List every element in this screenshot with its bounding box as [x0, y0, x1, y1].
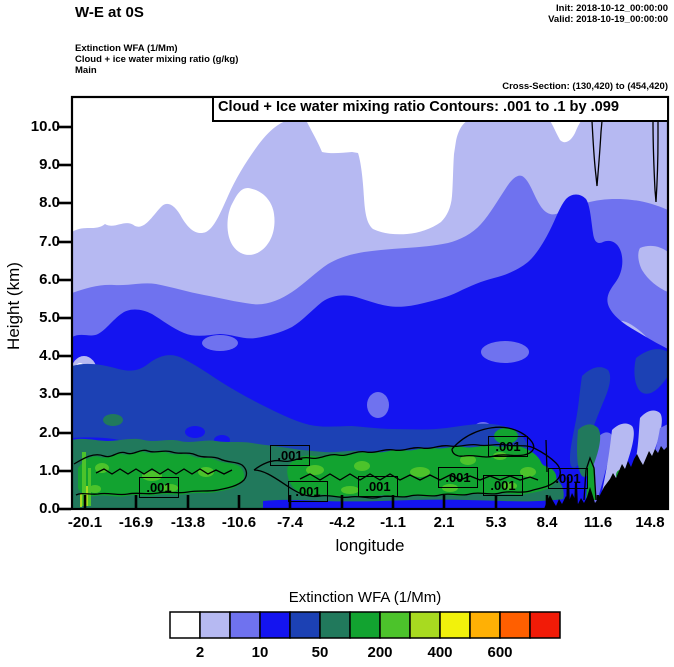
model-times: Init: 2018-10-12_00:00:00 Valid: 2018-10…: [548, 3, 668, 25]
fill-blue-pocket-1: [185, 426, 205, 438]
contour-label: .001: [270, 445, 310, 466]
page-title: W-E at 0S: [75, 4, 144, 21]
x-tick-marks: [83, 495, 652, 509]
cloud-contour-lines: [73, 120, 659, 501]
contour-fill-layers: [72, 97, 668, 509]
fill-periwinkle-pocket-1: [202, 335, 238, 351]
cross-section-info: Cross-Section: (130,420) to (454,420): [502, 81, 668, 92]
terrain-silhouette: [544, 446, 668, 509]
fill-yellow-green-slivers: [80, 486, 88, 507]
shaded-field-name: Extinction WFA (1/Mm): [75, 43, 178, 54]
y-tick-label: 1.0: [39, 462, 60, 479]
fill-white-hole: [227, 188, 275, 255]
x-tick-label: 14.8: [635, 514, 665, 531]
x-axis-title: longitude: [335, 536, 405, 555]
x-tick-label: 5.3: [485, 514, 507, 531]
y-tick-label: 0.0: [39, 500, 60, 517]
x-tick-label: 2.1: [433, 514, 455, 531]
colorbar-label: 200: [367, 644, 393, 661]
x-tick-label: 8.4: [536, 514, 558, 531]
x-tick-label: 11.6: [583, 514, 613, 531]
y-tick-marks: [57, 125, 71, 511]
y-tick-label: 9.0: [39, 156, 60, 173]
y-tick-label: 7.0: [39, 233, 60, 250]
contour-label: .001: [139, 477, 179, 498]
colorbar-label: 10: [251, 644, 269, 661]
x-tick-label: -13.8: [170, 514, 206, 531]
fill-bright-green-accents: [82, 452, 536, 506]
contour-label: .001: [438, 467, 478, 488]
contour-field-name: Cloud + ice water mixing ratio (g/kg): [75, 54, 239, 65]
y-tick-label: 5.0: [39, 309, 60, 326]
x-tick-label: -1.1: [380, 514, 406, 531]
valid-time: Valid: 2018-10-19_00:00:00: [548, 14, 668, 25]
x-tick-label: -10.6: [221, 514, 257, 531]
y-tick-label: 4.0: [39, 347, 60, 364]
y-tick-label: 2.0: [39, 424, 60, 441]
x-tick-label: -7.4: [277, 514, 303, 531]
contour-label: .001: [488, 436, 528, 457]
plot-title-box: [212, 96, 669, 122]
x-tick-label: -4.2: [329, 514, 355, 531]
fill-teal-blob: [103, 414, 123, 426]
fill-teal-patch-right: [577, 424, 601, 477]
field-list: Extinction WFA (1/Mm) Cloud + ice water …: [75, 43, 238, 76]
contour-label: .001: [288, 481, 328, 502]
terrain-spike-1: [566, 477, 570, 509]
colorbar-title: Extinction WFA (1/Mm): [288, 589, 442, 606]
fill-lavender-streak-2: [638, 245, 668, 292]
y-tick-label: 10.0: [30, 118, 60, 135]
fill-periwinkle-pocket-2: [367, 392, 389, 418]
contour-label: .001: [483, 475, 523, 496]
fill-periwinkle-pocket-3: [481, 341, 529, 363]
plot-title: Cloud + Ice water mixing ratio Contours:…: [218, 99, 620, 115]
colorbar-label: 50: [311, 644, 329, 661]
x-tick-label: -16.9: [118, 514, 154, 531]
fill-navy-streak-2: [634, 349, 668, 394]
y-tick-label: 8.0: [39, 194, 60, 211]
colorbar-label: 2: [195, 644, 205, 661]
colorbar-label: 600: [487, 644, 513, 661]
y-tick-label: 6.0: [39, 271, 60, 288]
y-axis-title: Height (km): [4, 262, 23, 350]
y-tick-label: 3.0: [39, 385, 60, 402]
init-time: Init: 2018-10-12_00:00:00: [556, 3, 668, 14]
x-tick-label: -20.1: [67, 514, 103, 531]
colorbar-label: 400: [427, 644, 453, 661]
colorbar: [169, 611, 561, 639]
contour-label: .001: [358, 476, 398, 497]
domain-name: Main: [75, 65, 97, 76]
contour-label: .001: [548, 468, 588, 489]
